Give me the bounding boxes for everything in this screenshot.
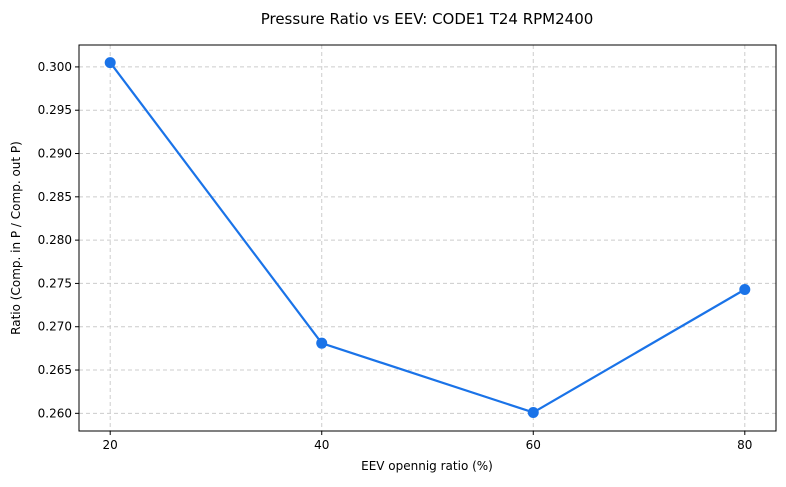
y-tick-label: 0.260 [38, 406, 72, 420]
y-tick-label: 0.290 [38, 147, 72, 161]
x-axis-label: EEV opennig ratio (%) [361, 459, 493, 473]
data-point [739, 283, 751, 295]
y-tick-label: 0.280 [38, 233, 72, 247]
series [104, 57, 751, 418]
x-tick-label: 60 [526, 438, 541, 452]
series-line [109, 61, 746, 414]
y-tick-label: 0.265 [38, 363, 72, 377]
y-tick-label: 0.285 [38, 190, 72, 204]
y-axis-label: Ratio (Comp. in P / Comp. out P) [9, 141, 23, 335]
y-tick-label: 0.275 [38, 276, 72, 290]
y-tick-label: 0.300 [38, 60, 72, 74]
x-tick-label: 40 [314, 438, 329, 452]
x-tick-label: 80 [737, 438, 752, 452]
grid [79, 45, 776, 431]
ticks: 20 40 60 80 0.260 0.265 0.270 0.275 0.280 0.285 0.… [38, 60, 753, 452]
chart-title: Pressure Ratio vs EEV: CODE1 T24 RPM2400 [261, 10, 594, 28]
data-point [316, 337, 328, 349]
y-tick-label: 0.295 [38, 103, 72, 117]
plot-frame [78, 44, 777, 432]
x-tick-label: 20 [103, 438, 118, 452]
data-point [527, 406, 539, 418]
y-tick-label: 0.270 [38, 320, 72, 334]
data-point [104, 57, 116, 69]
